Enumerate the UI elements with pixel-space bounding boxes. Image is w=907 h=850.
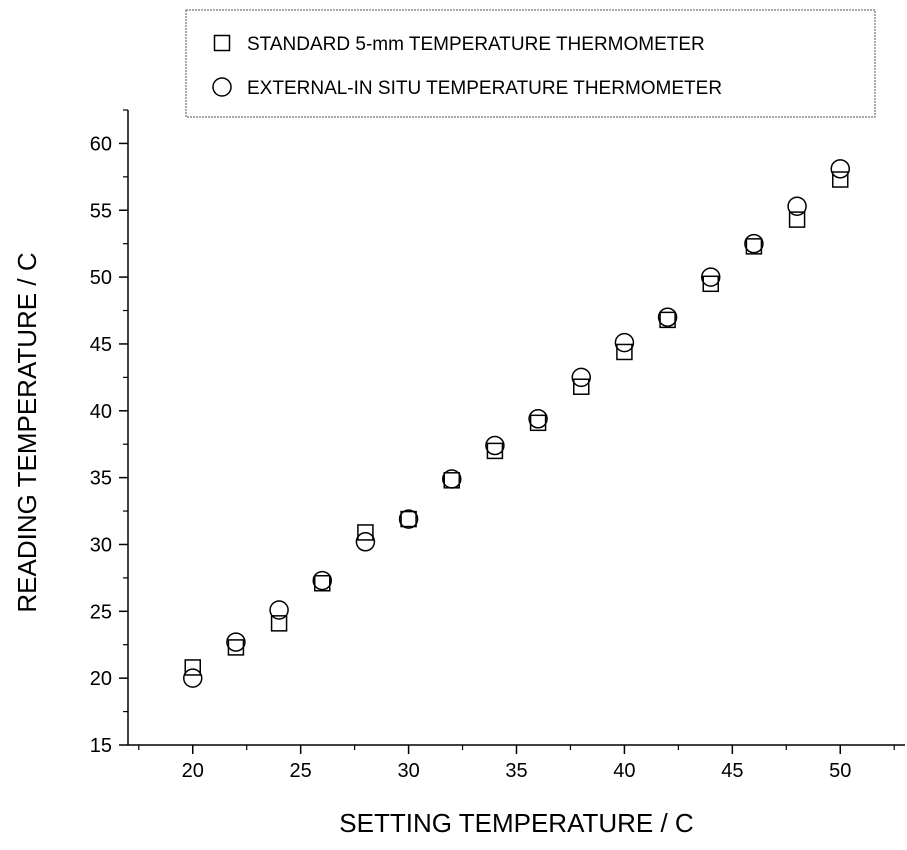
circle-data-point [787, 196, 807, 217]
y-tick-label: 20 [90, 668, 112, 690]
square-data-point [270, 615, 288, 632]
y-tick-label: 35 [90, 468, 112, 490]
x-tick-label: 35 [505, 760, 527, 782]
series-circle [183, 159, 850, 688]
axes: 20 25 30 35 40 45 50 15 20 25 30 35 40 45 50 55 60 SETTIN… [12, 109, 905, 838]
circle-data-point [398, 509, 419, 529]
square-data-point [702, 275, 719, 293]
series-square [184, 171, 849, 676]
legend: STANDARD 5-mm TEMPERATURE THERMOMETER EXT… [185, 9, 876, 118]
circle-data-point [701, 267, 721, 287]
data-points [183, 159, 850, 688]
square-data-point [788, 211, 806, 228]
x-axis-title: SETTING TEMPERATURE / C [339, 808, 693, 838]
circle-data-point [312, 570, 332, 591]
legend-box [185, 9, 876, 118]
circle-data-point [485, 435, 505, 456]
square-data-point [400, 510, 417, 528]
legend-marker-square [213, 34, 231, 52]
square-data-point [616, 343, 633, 361]
circle-data-point [614, 332, 635, 353]
circle-data-point [744, 233, 764, 254]
square-data-point [227, 639, 245, 656]
circle-data-point [830, 159, 850, 179]
circle-data-point [269, 600, 289, 620]
x-tick-label: 45 [721, 760, 743, 782]
x-tick-label: 20 [182, 760, 204, 782]
square-data-point [357, 524, 374, 541]
x-tick-label: 30 [397, 760, 419, 782]
square-data-point [745, 238, 763, 255]
y-tick-label: 60 [90, 133, 112, 155]
square-data-point [314, 574, 331, 592]
circle-data-point [355, 532, 376, 552]
circle-data-point [571, 367, 591, 388]
y-tick-label: 25 [90, 601, 112, 623]
circle-data-point [183, 668, 203, 688]
legend-marker-circle [212, 77, 232, 97]
y-tick-label: 30 [90, 534, 112, 556]
circle-data-point [226, 632, 246, 652]
y-axis-title: READING TEMPERATURE / C [12, 252, 42, 612]
square-data-point [184, 659, 201, 676]
x-tick-label: 25 [290, 760, 312, 782]
y-tick-label: 55 [90, 200, 112, 222]
x-tick-label: 40 [613, 760, 635, 782]
square-data-point [832, 171, 849, 188]
y-tick-label: 50 [90, 267, 112, 289]
legend-label: EXTERNAL-IN SITU TEMPERATURE THERMOMETER [247, 78, 722, 99]
circle-data-point [528, 409, 548, 429]
y-tick-label: 15 [90, 735, 112, 757]
x-tick-label: 50 [829, 760, 851, 782]
square-data-point [486, 442, 504, 460]
square-data-point [573, 378, 590, 395]
legend-label: STANDARD 5-mm TEMPERATURE THERMOMETER [247, 34, 705, 55]
y-tick-label: 45 [90, 334, 112, 356]
circle-data-point [657, 307, 678, 327]
circle-data-point [442, 469, 462, 489]
square-data-point [659, 311, 676, 329]
y-tick-label: 40 [90, 401, 112, 423]
